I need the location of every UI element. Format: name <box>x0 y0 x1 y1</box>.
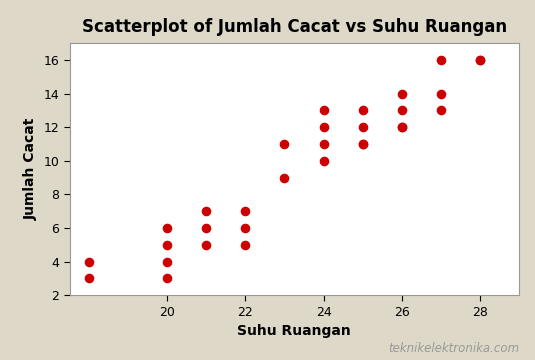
Point <box>202 208 211 214</box>
Title: Scatterplot of Jumlah Cacat vs Suhu Ruangan: Scatterplot of Jumlah Cacat vs Suhu Ruan… <box>82 18 507 36</box>
Point <box>241 242 250 248</box>
Point <box>358 124 367 130</box>
Point <box>437 57 445 63</box>
Point <box>358 108 367 113</box>
Point <box>437 108 445 113</box>
Point <box>319 124 328 130</box>
Point <box>398 108 406 113</box>
Point <box>476 57 484 63</box>
Point <box>163 242 172 248</box>
Point <box>358 141 367 147</box>
Point <box>358 141 367 147</box>
Point <box>476 57 484 63</box>
Point <box>398 91 406 96</box>
Point <box>319 158 328 164</box>
Point <box>241 208 250 214</box>
Text: teknikelektronika.com: teknikelektronika.com <box>388 342 519 355</box>
Point <box>280 175 289 180</box>
Point <box>398 124 406 130</box>
Y-axis label: Jumlah Cacat: Jumlah Cacat <box>24 118 37 220</box>
Point <box>163 275 172 281</box>
Point <box>398 124 406 130</box>
Point <box>319 141 328 147</box>
Point <box>241 225 250 231</box>
Point <box>437 91 445 96</box>
Point <box>202 242 211 248</box>
Point <box>85 259 94 265</box>
X-axis label: Suhu Ruangan: Suhu Ruangan <box>238 324 351 338</box>
Point <box>163 259 172 265</box>
Point <box>163 225 172 231</box>
Point <box>280 141 289 147</box>
Point <box>85 275 94 281</box>
Point <box>202 225 211 231</box>
Point <box>319 108 328 113</box>
